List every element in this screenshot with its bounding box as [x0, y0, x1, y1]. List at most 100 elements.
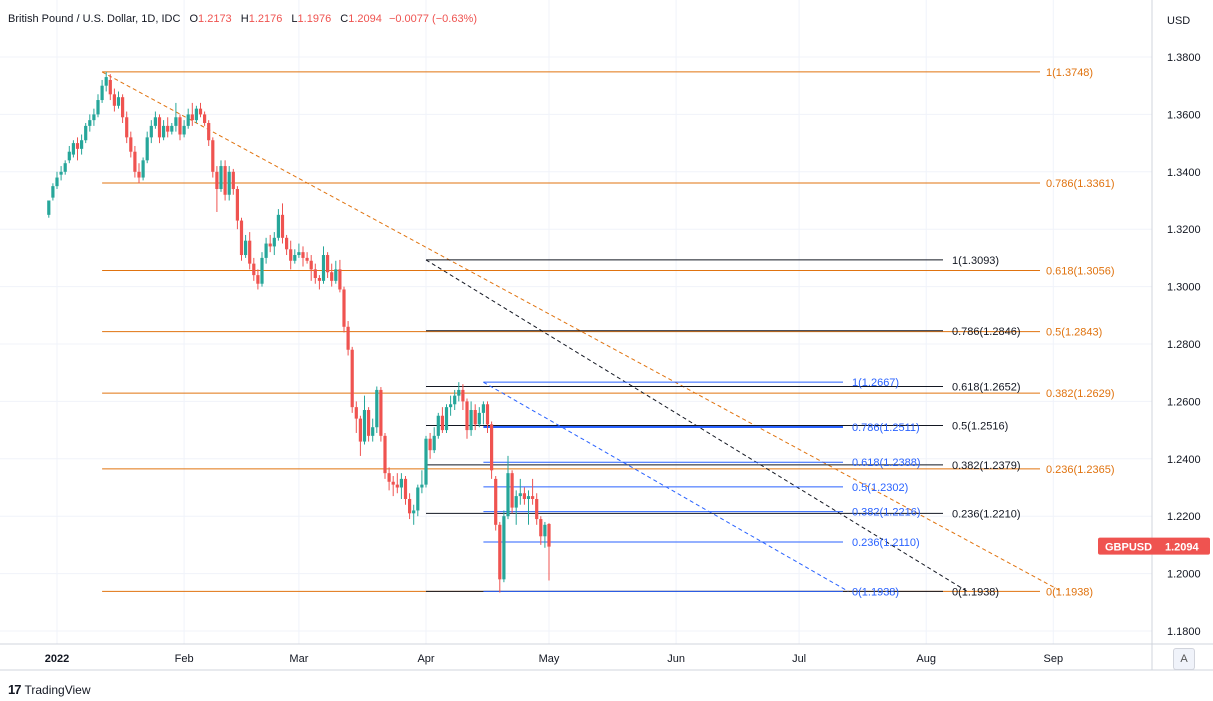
candle [227, 166, 231, 201]
fib-blue-group[interactable]: 1(1.2667) 0.786(1.2511) 0.618(1.2388) 0.5(1… [483, 377, 921, 598]
candle [449, 395, 453, 416]
candle [371, 418, 375, 442]
price-tick-label: 1.2000 [1167, 569, 1201, 581]
candle-body [75, 143, 80, 149]
candle [170, 123, 174, 135]
candle [104, 71, 108, 92]
candle-body [178, 117, 182, 135]
candle [539, 516, 543, 545]
price-tick-label: 1.3200 [1167, 224, 1201, 236]
candle [485, 401, 490, 433]
candle-body [424, 438, 428, 485]
fibonacci-retracements[interactable]: 1(1.3748) 0.786(1.3361) 0.618(1.3056) 0.5(1… [101, 67, 1115, 598]
candle [75, 137, 80, 161]
candle [481, 401, 485, 425]
close-value: 1.2094 [348, 13, 382, 25]
price-tick-label: 1.3000 [1167, 282, 1201, 294]
candle-body [112, 94, 116, 106]
candle-body [485, 404, 490, 425]
candle [494, 476, 498, 531]
candle [350, 346, 354, 413]
candle [321, 246, 326, 284]
candle [412, 504, 416, 525]
fib-black-group[interactable]: 1(1.3093) 0.786(1.2846) 0.618(1.2652) 0.5(1… [425, 255, 1021, 598]
open-value: 1.2173 [198, 13, 232, 25]
candle-body [514, 496, 518, 508]
candle-body [477, 412, 481, 425]
fib-level-label: 0.5(1.2843) [1046, 327, 1102, 339]
candle-body [80, 140, 84, 149]
candle-body [59, 171, 63, 175]
time-axis[interactable]: 2022 Feb Mar Apr May Jun Jul Aug Sep [45, 653, 1063, 665]
candle-body [121, 97, 125, 118]
last-price-tag-symbol: GBPUSD [1105, 542, 1152, 554]
candle [469, 401, 473, 436]
candle-body [166, 125, 170, 132]
candle-body [71, 143, 75, 155]
candle [305, 252, 309, 264]
candle [403, 476, 408, 505]
candle-body [395, 484, 399, 488]
fib-level-label: 0.786(1.2846) [952, 326, 1021, 338]
candle-body [367, 410, 371, 436]
price-axis[interactable]: 1.3800 1.3600 1.3400 1.3200 1.3000 1.2800 1.26… [1167, 52, 1201, 638]
candle-body [231, 171, 235, 190]
candle [543, 521, 547, 548]
fib-level-label: 0.236(1.2365) [1046, 464, 1115, 476]
chart-grid [0, 0, 1152, 644]
candle-body [432, 435, 436, 451]
candle-body [342, 289, 346, 327]
candle [461, 384, 465, 411]
candle-body [104, 77, 108, 86]
candle [354, 401, 358, 433]
candle [428, 432, 432, 459]
candle-body [338, 269, 342, 290]
candle-body [88, 120, 92, 126]
candle-body [473, 410, 477, 425]
candle-body [149, 125, 153, 138]
candle-body [248, 240, 252, 264]
candle [391, 476, 395, 497]
candle [252, 257, 256, 281]
candle-body [137, 171, 141, 178]
candle-body [522, 493, 526, 499]
candle-body [346, 326, 350, 350]
candle [190, 102, 194, 126]
fib-level-label: 1(1.3093) [952, 255, 999, 267]
tradingview-logo-icon: 17 [8, 682, 22, 697]
candle-body [358, 418, 362, 442]
low-label: L [291, 13, 298, 25]
candle-body [63, 163, 67, 172]
candle-body [260, 257, 264, 284]
candle [88, 114, 92, 132]
time-tick-label: Apr [417, 653, 434, 665]
candle-body [170, 125, 174, 132]
candle [301, 246, 305, 267]
candle-body [301, 252, 305, 258]
candle [182, 120, 186, 138]
close-label: C [340, 13, 349, 25]
candle-body [285, 237, 289, 250]
candle-body [412, 510, 416, 514]
candle-body [469, 410, 473, 431]
candle [248, 232, 252, 270]
candle-body [383, 435, 387, 474]
candle [239, 217, 244, 261]
candle [174, 102, 178, 132]
candle [100, 79, 104, 103]
fib-orange-group[interactable]: 1(1.3748) 0.786(1.3361) 0.618(1.3056) 0.5(1… [101, 67, 1115, 598]
symbol-description[interactable]: British Pound / U.S. Dollar, 1D, IDC [8, 13, 181, 25]
candle [116, 91, 121, 109]
candle [125, 111, 129, 144]
high-label: H [240, 13, 249, 25]
candle-body [457, 389, 461, 396]
fib-trend-line [425, 259, 968, 592]
candle [408, 493, 412, 520]
candle [473, 404, 477, 431]
candle [145, 131, 149, 164]
candle [231, 168, 235, 195]
auto-scale-button[interactable]: A [1173, 648, 1195, 670]
tradingview-brand[interactable]: 17 TradingView [8, 682, 91, 697]
candle [383, 432, 387, 479]
